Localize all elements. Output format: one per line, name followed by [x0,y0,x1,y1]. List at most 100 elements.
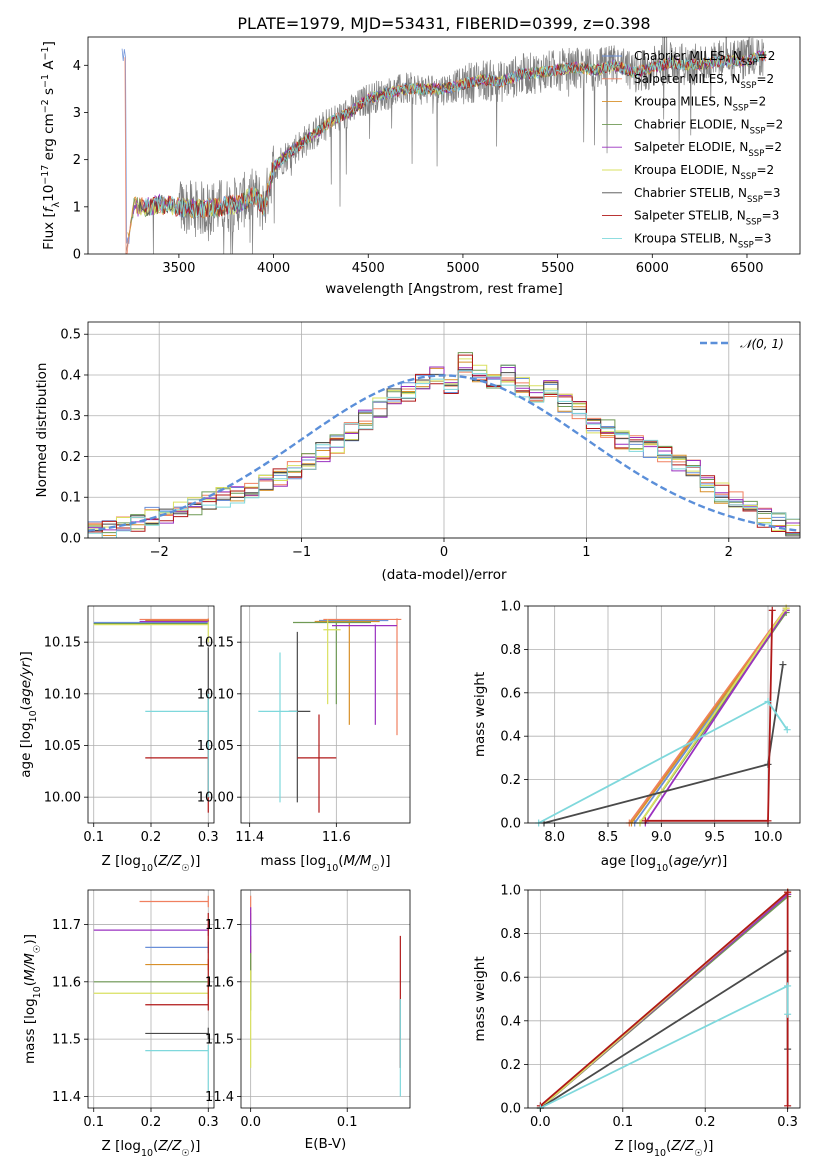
chart-mass_vs_Z: 0.1 0.2 0.311.411.511.611.7Z [log10(Z/Z☉)]… [22,889,219,1159]
chart-title: PLATE=1979, MJD=53431, FIBERID=0399, z=0… [237,14,650,33]
y-tick-label: 11.4 [205,1090,234,1105]
label-part: Z [log [102,1138,141,1154]
axes-frame [240,889,411,1109]
x-tick-label: 0.1 [83,1115,104,1130]
label-part: )] [190,1138,201,1154]
y-tick-label: 11.7 [52,918,81,933]
label-part: mass weight [472,672,488,757]
label-part: ☉ [371,863,380,874]
legend-label: Kroupa MILES, NSSP=2 [634,95,766,114]
y-tick-label: 0.3 [60,409,81,424]
label-part: )] [190,853,201,869]
legend-sub: SSP [750,126,766,136]
label-part: ( [18,705,34,710]
y-tick-label: 0.2 [500,773,521,788]
label-part: M/M [344,853,372,869]
y-tick-label: 1.0 [500,600,521,615]
label-part: age [log [601,853,656,869]
x-tick-label: 3500 [162,261,195,276]
legend-label: Chabrier ELODIE, NSSP=2 [634,117,783,136]
model-spectrum-line [138,53,766,220]
label-part: )] [703,1138,714,1154]
label-part: −17 [40,165,51,185]
chart-mass_weight_vs_Z: 0.0 0.1 0.2 0.3 0.0 0.2 0.4 0.6 0.8 1.0 mass weigh… [472,884,801,1159]
y-tick-label: 11.6 [52,975,81,990]
legend-tail: =2 [756,163,774,177]
x-axis-label: (data-model)/error [381,567,507,583]
mass-weight-line [539,984,789,1109]
label-part: Z/Z [157,1138,182,1154]
mass-weight-line [644,609,787,824]
label-part: )] [22,934,38,945]
chart-residuals: −2 −1 0 1 2 0.0 0.1 0.2 0.3 0.4 0.5 (data-model)/er… [34,321,801,583]
x-tick-label: 0.3 [198,830,219,845]
x-axis-label: Z [log10(Z/Z☉)] [102,1138,201,1159]
label-part: 10 [141,863,153,874]
mass-weight-line [628,607,787,824]
label-part: age/yr [18,660,34,705]
x-tick-label: 8.0 [544,830,565,845]
legend-label: 𝒩(0, 1) [740,337,784,351]
x-tick-label: 9.0 [651,830,672,845]
y-tick-label: 10.10 [197,687,234,702]
y-tick-label: 11.6 [205,975,234,990]
label-part: M/M [22,953,38,981]
y-tick-label: 10.10 [44,687,81,702]
x-tick-label: 10.0 [754,830,783,845]
x-tick-label: 0.1 [612,1115,633,1130]
mass-weight-line [543,664,784,824]
x-tick-label: 0 [440,545,448,560]
legend-sub: SSP [747,195,763,205]
mass-weight-line [539,949,789,1109]
x-tick-label: 8.5 [598,830,619,845]
y-tick-label: 1.0 [500,884,521,899]
y-tick-label: 0.0 [500,817,521,832]
y-tick-label: 11.7 [205,918,234,933]
x-axis-label: Z [log10(Z/Z☉)] [615,1138,714,1159]
y-tick-label: 3 [73,106,81,121]
legend-label: Salpeter MILES, NSSP=2 [634,72,774,91]
legend-sub: SSP [741,81,757,91]
x-tick-label: 11.4 [235,830,264,845]
residual-plot-area [88,352,800,538]
y-tick-label: 2 [73,153,81,168]
x-axis-label: E(B-V) [305,1136,347,1152]
x-tick-label: 2 [725,545,733,560]
y-tick-label: 4 [73,59,81,74]
x-tick-label: 0.1 [337,1115,358,1130]
x-tick-label: 0.2 [141,830,162,845]
chart-mass_vs_EBV: 0.0 0.1 11.4 11.5 11.6 11.7 E(B-V) [205,889,411,1152]
y-axis-label: Normed distribution [34,363,50,498]
label-part: ( [666,1138,671,1154]
mass-weight-line [538,700,788,824]
legend-tail: =3 [762,209,780,223]
legend-tail: =3 [754,231,772,245]
label-part: ( [153,1138,158,1154]
label-part: ☉ [694,1148,703,1159]
y-tick-label: 1 [73,200,81,215]
label-part: ] [41,41,57,46]
x-tick-label: 5000 [446,261,479,276]
x-tick-label: 6500 [730,261,763,276]
y-tick-label: 11.5 [205,1033,234,1048]
label-part: λ [51,202,62,208]
y-tick-label: 0.0 [500,1102,521,1117]
x-tick-label: 9.5 [704,830,725,845]
label-part: ( [22,981,38,986]
y-tick-label: 11.5 [52,1033,81,1048]
y-tick-label: 0.0 [60,532,81,547]
label-part: mass weight [472,956,488,1041]
y-tick-label: 0.2 [500,1058,521,1073]
legend-tail: =3 [763,186,781,200]
legend-sub: SSP [741,172,757,182]
label-part: −1 [40,74,51,88]
label-part: wavelength [Angstrom, rest frame] [325,281,563,297]
x-tick-label: 0.0 [240,1115,261,1130]
y-tick-label: 0.1 [60,491,81,506]
y-axis-label: mass weight [472,672,488,757]
x-tick-label: 5500 [541,261,574,276]
legend-label: Chabrier MILES, NSSP=2 [634,49,775,68]
errorbar-area [93,618,209,813]
label-part: 10 [654,1148,666,1159]
